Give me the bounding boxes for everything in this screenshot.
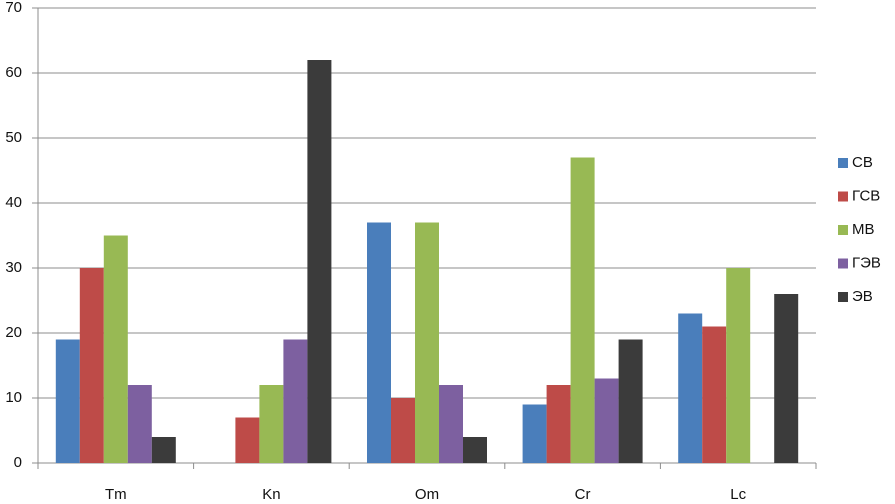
legend-swatch (838, 292, 848, 302)
y-tick-label: 60 (5, 64, 22, 81)
bar (127, 385, 152, 463)
bar (79, 268, 104, 463)
bar (618, 339, 643, 463)
bar (702, 326, 727, 463)
bar (594, 378, 619, 463)
bar (546, 385, 571, 463)
legend-label: ЭВ (852, 288, 873, 305)
bar (259, 385, 284, 463)
x-tick-label: Om (415, 486, 439, 503)
bar (55, 339, 80, 463)
y-tick-label: 30 (5, 259, 22, 276)
y-tick-label: 0 (14, 454, 22, 471)
bar (307, 60, 332, 463)
legend-swatch (838, 158, 848, 168)
y-tick-label: 10 (5, 389, 22, 406)
bar (570, 157, 595, 463)
bar (439, 385, 463, 463)
x-tick-label: Kn (262, 486, 280, 503)
y-tick-label: 50 (5, 129, 22, 146)
y-tick-label: 20 (5, 324, 22, 341)
bar (235, 417, 260, 463)
bar (151, 437, 176, 463)
legend-label: ГЭВ (852, 254, 881, 271)
bar (522, 404, 547, 463)
legend-label: ГСВ (852, 187, 880, 204)
bar (415, 222, 439, 463)
bar (103, 235, 128, 463)
legend-swatch (838, 258, 848, 269)
bar (463, 437, 487, 463)
bar (774, 294, 799, 463)
x-tick-label: Tm (105, 486, 127, 503)
legend-label: МВ (852, 221, 875, 238)
y-tick-label: 70 (5, 0, 22, 16)
x-tick-label: Lc (730, 486, 746, 503)
bar (391, 398, 415, 463)
y-tick-label: 40 (5, 194, 22, 211)
legend-label: СВ (852, 154, 873, 171)
bar (283, 339, 308, 463)
legend-swatch (838, 191, 848, 202)
bar (726, 268, 751, 463)
legend-swatch (838, 225, 848, 235)
bar (678, 313, 703, 463)
bar (367, 222, 391, 463)
x-tick-label: Cr (575, 486, 591, 503)
